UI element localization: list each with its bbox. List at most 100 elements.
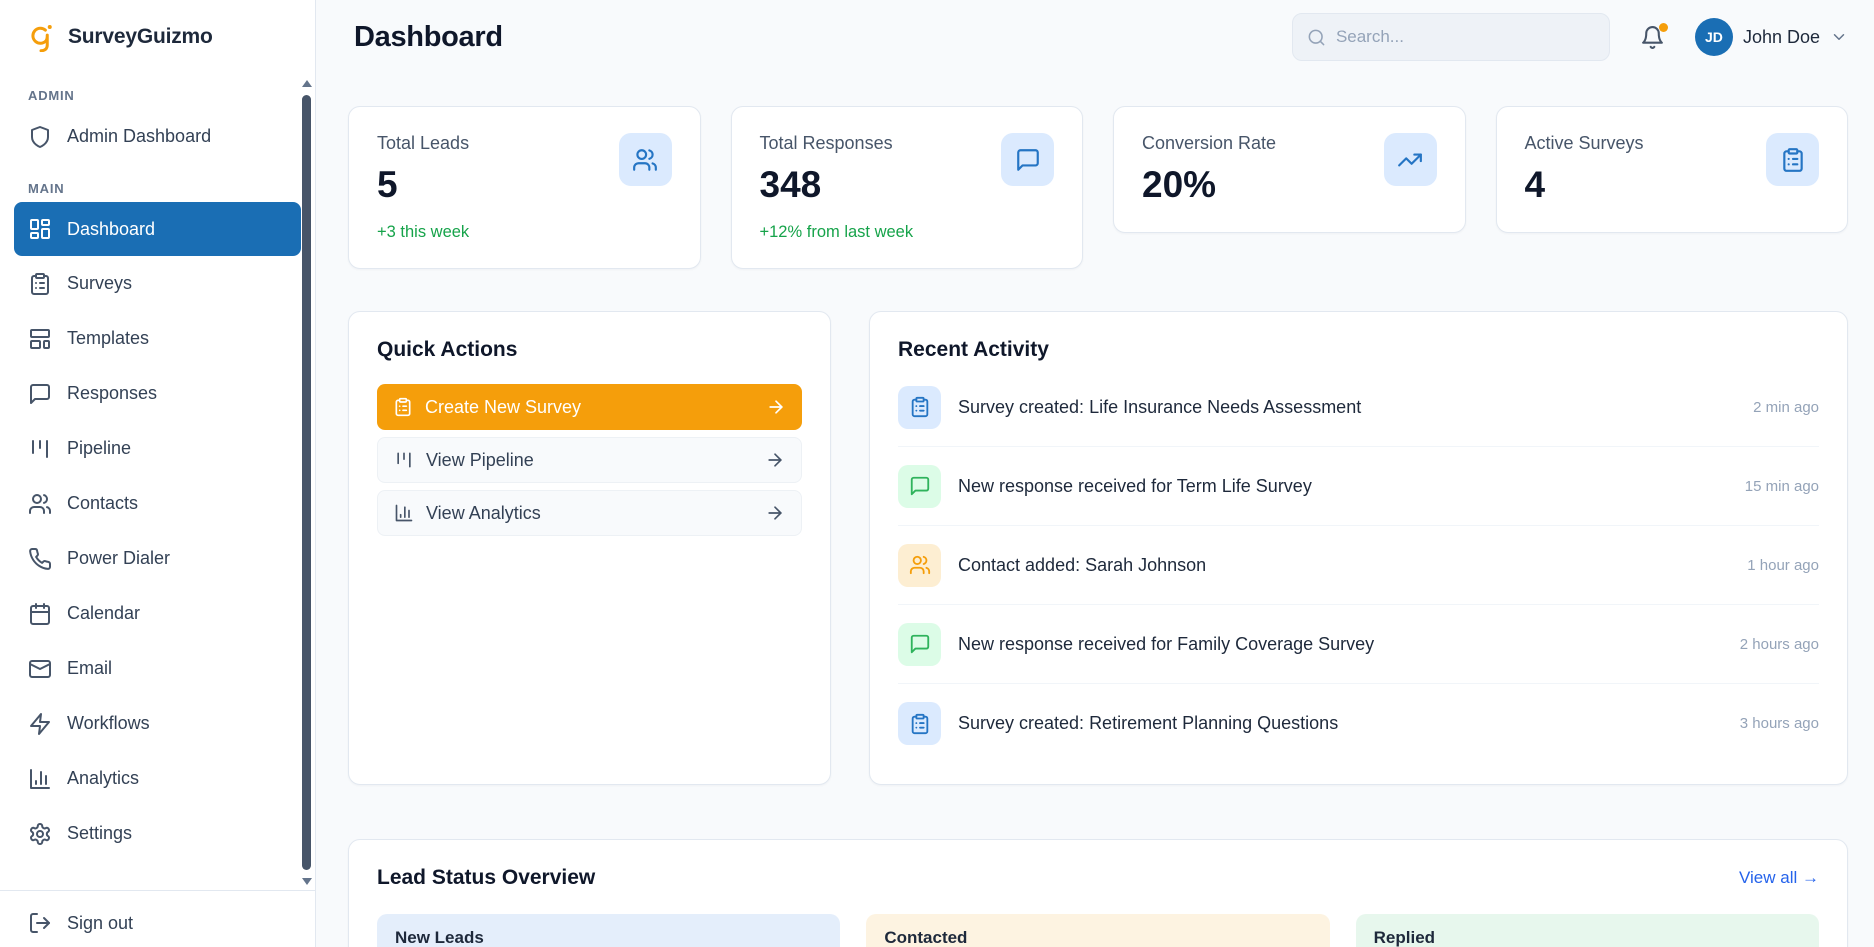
calendar-icon (28, 602, 52, 626)
sidebar-item-workflows[interactable]: Workflows (0, 696, 315, 751)
quick-action-label: View Analytics (426, 502, 541, 523)
sidebar-item-label: Calendar (67, 603, 141, 623)
sidebar-nav: ADMIN Admin Dashboard MAIN Dashboard Sur… (0, 74, 315, 890)
user-menu[interactable]: JD John Doe (1694, 18, 1848, 56)
content: Total Leads 5 +3 this week Total Respons… (316, 74, 1874, 947)
phone-icon (28, 547, 52, 571)
arrow-right-icon (765, 450, 785, 470)
sidebar-item-responses[interactable]: Responses (0, 366, 315, 421)
notifications-button[interactable] (1638, 22, 1668, 52)
sidebar-item-label: Analytics (67, 768, 140, 788)
activity-text: New response received for Family Coverag… (958, 633, 1375, 654)
stat-card-conversion-rate: Conversion Rate 20% (1113, 106, 1466, 233)
activity-time: 15 min ago (1744, 477, 1819, 495)
bar-chart-icon (28, 767, 52, 791)
sidebar-item-calendar[interactable]: Calendar (0, 586, 315, 641)
activity-row: Survey created: Retirement Planning Ques… (898, 684, 1819, 763)
stat-value: 5 (377, 164, 398, 205)
sidebar-item-analytics[interactable]: Analytics (0, 751, 315, 806)
signout-section: Sign out (0, 890, 315, 947)
arrow-right-icon (765, 503, 785, 523)
sidebar-item-dashboard[interactable]: Dashboard (14, 202, 301, 256)
sidebar-item-email[interactable]: Email (0, 641, 315, 696)
sidebar-item-label: Admin Dashboard (67, 126, 212, 146)
sidebar-section-main: MAIN (28, 181, 65, 196)
sidebar-item-settings[interactable]: Settings (0, 806, 315, 861)
lead-column-contacted: Contacted (866, 914, 1330, 947)
lead-column-replied: Replied (1355, 914, 1819, 947)
sidebar-item-label: Templates (67, 328, 150, 348)
stat-icon-chip (1766, 133, 1819, 186)
recent-activity-title: Recent Activity (898, 338, 1049, 361)
scrollbar-thumb[interactable] (302, 95, 311, 870)
sidebar-item-label: Dashboard (67, 218, 156, 239)
clipboard-icon (909, 713, 931, 735)
stat-value: 4 (1524, 164, 1546, 205)
stat-delta: +12% from last week (759, 223, 914, 241)
activity-time: 2 hours ago (1739, 635, 1819, 653)
pipeline-icon (28, 437, 52, 461)
sidebar-item-label: Settings (67, 823, 133, 843)
view-all-link[interactable]: View all → (1739, 868, 1819, 887)
lead-column-label: Replied (1373, 928, 1436, 947)
chevron-down-icon (1830, 28, 1848, 46)
lead-status-columns: New Leads Contacted Replied (377, 914, 1819, 947)
stat-label: Conversion Rate (1142, 133, 1277, 153)
search-icon (1307, 28, 1326, 47)
view-pipeline-button[interactable]: View Pipeline (377, 437, 802, 483)
sidebar-item-label: Contacts (67, 493, 139, 513)
arrow-right-icon (766, 397, 786, 417)
sidebar-item-contacts[interactable]: Contacts (0, 476, 315, 531)
lead-column-label: New Leads (395, 928, 484, 947)
stat-icon-chip (1001, 133, 1054, 186)
quick-action-label: Create New Survey (425, 396, 582, 417)
main-area: Dashboard JD John Doe (316, 0, 1874, 947)
users-icon (632, 147, 658, 173)
clipboard-icon (909, 396, 931, 418)
search-input[interactable] (1335, 27, 1595, 47)
users-icon (28, 492, 52, 516)
shield-icon (28, 125, 52, 149)
scrollbar-down-arrow[interactable] (302, 878, 312, 885)
lead-column-label: Contacted (884, 928, 968, 947)
lead-column-new-leads: New Leads (377, 914, 841, 947)
activity-text: New response received for Term Life Surv… (958, 475, 1312, 496)
sidebar-section-admin: ADMIN (28, 88, 75, 103)
activity-text: Survey created: Retirement Planning Ques… (958, 713, 1339, 733)
sidebar-item-surveys[interactable]: Surveys (0, 256, 315, 311)
zap-icon (28, 712, 52, 736)
sidebar-item-label: Responses (67, 383, 158, 403)
activity-text: Contact added: Sarah Johnson (958, 554, 1207, 575)
sidebar-item-label: Power Dialer (67, 548, 171, 568)
sidebar-scrollbar[interactable] (301, 80, 313, 885)
clipboard-icon (28, 272, 52, 296)
stat-card-total-responses: Total Responses 348 +12% from last week (730, 106, 1083, 269)
sidebar-item-admin-dashboard[interactable]: Admin Dashboard (0, 109, 315, 164)
mail-icon (28, 657, 52, 681)
sidebar: SurveyGuizmo ADMIN Admin Dashboard MAIN … (0, 0, 316, 947)
page-title: Dashboard (354, 20, 503, 53)
chat-bubble-icon (1015, 147, 1041, 173)
view-analytics-button[interactable]: View Analytics (377, 490, 802, 536)
sign-out-button[interactable]: Sign out (0, 899, 315, 947)
topbar: Dashboard JD John Doe (316, 0, 1874, 74)
chat-bubble-icon (909, 475, 931, 497)
sidebar-item-power-dialer[interactable]: Power Dialer (0, 531, 315, 586)
sidebar-item-templates[interactable]: Templates (0, 311, 315, 366)
activity-icon-chip (898, 622, 941, 666)
chat-bubble-icon (909, 633, 931, 655)
brand-name: SurveyGuizmo (68, 25, 213, 48)
activity-time: 1 hour ago (1747, 556, 1819, 574)
quick-actions-panel: Quick Actions Create New Survey View Pip… (348, 311, 831, 785)
create-new-survey-button[interactable]: Create New Survey (377, 384, 802, 430)
activity-row: Survey created: Life Insurance Needs Ass… (898, 368, 1819, 447)
user-name: John Doe (1742, 26, 1820, 47)
sidebar-item-pipeline[interactable]: Pipeline (0, 421, 315, 476)
template-icon (28, 327, 52, 351)
users-icon (909, 554, 931, 576)
scrollbar-up-arrow[interactable] (302, 80, 312, 87)
recent-activity-panel: Recent Activity Survey created: Life Ins… (869, 311, 1848, 785)
lead-status-panel: Lead Status Overview View all → New Lead… (348, 839, 1848, 947)
topbar-right: JD John Doe (1291, 13, 1848, 61)
activity-row: New response received for Term Life Surv… (898, 447, 1819, 526)
